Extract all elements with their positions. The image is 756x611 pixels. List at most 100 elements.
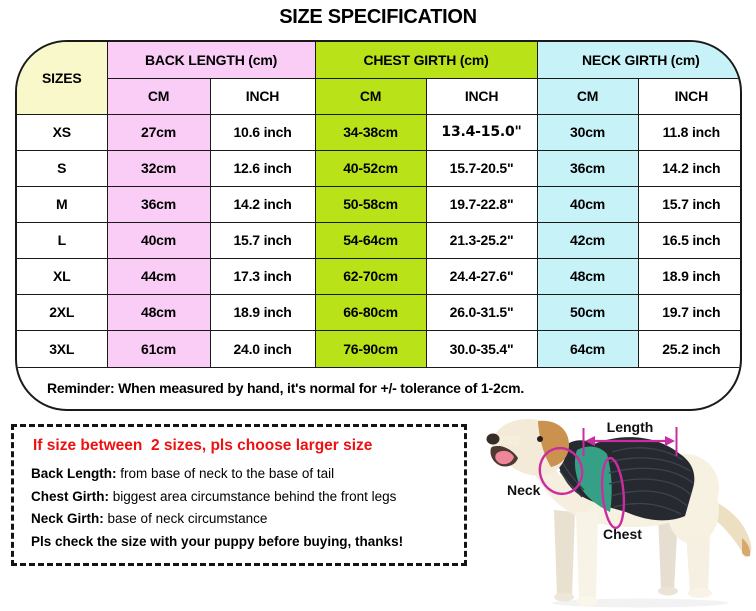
cell-chest-cm: 34-38cm	[314, 113, 427, 151]
cell-chest-cm: 76-90cm	[314, 329, 427, 368]
page-title: SIZE SPECIFICATION	[279, 6, 477, 28]
note-headline: If size between 2 sizes, pls choose larg…	[33, 437, 373, 454]
cell-neck-cm: 42cm	[536, 221, 639, 259]
dog-illustration	[486, 419, 752, 608]
neck-girth-header: NECK GIRTH (cm)	[536, 42, 740, 79]
cell-back-cm: 61cm	[106, 329, 211, 368]
cell-neck-inch: 15.7 inch	[637, 185, 740, 223]
reminder-row: Reminder: When measured by hand, it's no…	[17, 366, 740, 409]
back-cm-header: CM	[107, 77, 211, 115]
dog-far-front-leg	[554, 510, 575, 596]
dog-paw	[688, 588, 712, 598]
size-row-m: M 36cm 14.2 inch 50-58cm 19.7-22.8" 40cm…	[17, 185, 740, 223]
back-inch-header: INCH	[209, 77, 316, 115]
cell-chest-cm: 54-64cm	[314, 221, 427, 259]
cell-chest-inch: 15.7-20.5"	[425, 149, 538, 187]
cell-back-inch: 14.2 inch	[209, 185, 316, 223]
cell-neck-cm: 48cm	[536, 257, 639, 295]
vest-quilting	[559, 447, 694, 515]
cell-back-inch: 15.7 inch	[209, 221, 316, 259]
cell-back-inch: 18.9 inch	[209, 293, 316, 331]
neck-cm-header: CM	[536, 77, 639, 115]
cell-neck-inch: 16.5 inch	[637, 221, 740, 259]
dog-measurement-diagram: Length Neck Chest	[480, 410, 756, 611]
dog-hind-leg	[686, 534, 710, 592]
chest-cm-header: CM	[314, 77, 427, 115]
neck-girth-text: base of neck circumstance	[103, 511, 268, 526]
cell-chest-inch: 30.0-35.4"	[425, 329, 538, 368]
length-arrowhead-right	[665, 436, 675, 446]
length-label: Length	[606, 419, 654, 435]
cell-chest-cm: 40-52cm	[314, 149, 427, 187]
chest-girth-term: Chest Girth:	[31, 488, 110, 504]
size-label: L	[17, 221, 108, 259]
dog-nose	[486, 433, 500, 445]
size-table: SIZES BACK LENGTH (cm) CHEST GIRTH (cm) …	[15, 40, 742, 411]
neck-inch-header: INCH	[637, 77, 740, 115]
cell-back-cm: 36cm	[106, 185, 211, 223]
chest-label: Chest	[603, 526, 642, 542]
sizes-header: SIZES	[17, 42, 108, 115]
size-label: M	[17, 185, 108, 223]
cell-neck-inch: 14.2 inch	[637, 149, 740, 187]
size-label: 2XL	[17, 293, 108, 331]
cell-chest-inch: 24.4-27.6"	[425, 257, 538, 295]
chest-inch-header: INCH	[425, 77, 538, 115]
neck-girth-definition: Neck Girth: base of neck circumstance	[31, 511, 454, 526]
chest-girth-ellipse	[600, 456, 626, 530]
chest-girth-definition: Chest Girth: biggest area circumstance b…	[31, 489, 454, 504]
cell-neck-cm: 40cm	[536, 185, 639, 223]
cell-neck-cm: 30cm	[536, 113, 639, 151]
dog-paw	[658, 586, 678, 596]
note-footer: Pls check the size with your puppy befor…	[31, 533, 404, 549]
size-label: S	[17, 149, 108, 187]
neck-girth-term: Neck Girth:	[31, 511, 104, 526]
cell-chest-cm: 66-80cm	[314, 293, 427, 331]
dog-paw	[554, 592, 574, 602]
cell-back-inch: 24.0 inch	[209, 329, 316, 368]
back-length-text: from base of neck to the base of tail	[116, 466, 335, 481]
size-row-l: L 40cm 15.7 inch 54-64cm 21.3-25.2" 42cm…	[17, 221, 740, 259]
cell-back-inch: 17.3 inch	[209, 257, 316, 295]
neck-label: Neck	[507, 482, 541, 498]
cell-neck-inch: 11.8 inch	[637, 113, 740, 151]
size-row-s: S 32cm 12.6 inch 40-52cm 15.7-20.5" 36cm…	[17, 149, 740, 187]
cell-chest-inch: 19.7-22.8"	[425, 185, 538, 223]
size-row-2xl: 2XL 48cm 18.9 inch 66-80cm 26.0-31.5" 50…	[17, 293, 740, 331]
reminder-text: Reminder: When measured by hand, it's no…	[17, 366, 740, 409]
cell-back-inch: 12.6 inch	[209, 149, 316, 187]
size-label: XL	[17, 257, 108, 295]
size-label: XS	[17, 113, 108, 151]
cell-back-cm: 32cm	[106, 149, 211, 187]
measurement-annotations	[538, 427, 678, 530]
size-row-3xl: 3XL 61cm 24.0 inch 76-90cm 30.0-35.4" 64…	[17, 329, 740, 368]
cell-back-cm: 44cm	[106, 257, 211, 295]
dog-paw	[576, 596, 598, 606]
dog-eye	[537, 436, 543, 442]
cell-back-inch: 10.6 inch	[209, 113, 316, 151]
cell-neck-cm: 64cm	[536, 329, 639, 368]
dog-tongue	[495, 450, 514, 465]
cell-chest-cm: 62-70cm	[314, 257, 427, 295]
cell-chest-inch: 13.4-15.0"	[425, 113, 538, 151]
cell-chest-inch: 21.3-25.2"	[425, 221, 538, 259]
cell-back-cm: 27cm	[106, 113, 211, 151]
cell-back-cm: 48cm	[106, 293, 211, 331]
chest-girth-header: CHEST GIRTH (cm)	[314, 42, 538, 79]
cell-neck-inch: 25.2 inch	[637, 329, 740, 368]
back-length-definition: Back Length: from base of neck to the ba…	[31, 466, 454, 481]
sizing-note-box: If size between 2 sizes, pls choose larg…	[11, 424, 467, 566]
neck-girth-ellipse	[538, 446, 584, 496]
cell-chest-inch: 26.0-31.5"	[425, 293, 538, 331]
dog-front-leg	[576, 512, 598, 600]
size-label: 3XL	[17, 329, 108, 368]
back-length-header: BACK LENGTH (cm)	[106, 42, 316, 79]
back-length-term: Back Length:	[31, 466, 117, 481]
chest-girth-text: biggest area circumstance behind the fro…	[109, 488, 397, 504]
cell-neck-inch: 19.7 inch	[637, 293, 740, 331]
unit-header-row: CM INCH CM INCH CM INCH	[17, 77, 740, 115]
cell-neck-cm: 36cm	[536, 149, 639, 187]
group-header-row: SIZES BACK LENGTH (cm) CHEST GIRTH (cm) …	[17, 42, 740, 115]
cell-chest-cm: 50-58cm	[314, 185, 427, 223]
size-row-xs: XS 27cm 10.6 inch 34-38cm 13.4-15.0" 30c…	[17, 113, 740, 151]
